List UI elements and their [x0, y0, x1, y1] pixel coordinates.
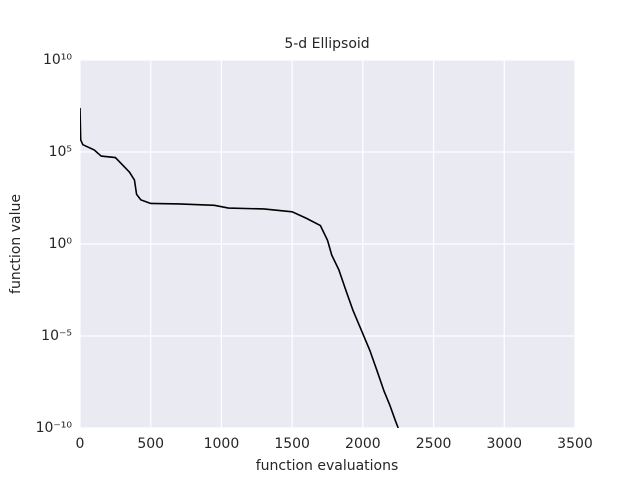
x-tick-label: 2000	[345, 436, 381, 452]
x-tick-label: 2500	[416, 436, 452, 452]
x-tick-label: 0	[76, 436, 85, 452]
y-axis-label: function value	[8, 194, 24, 294]
x-axis-label: function evaluations	[256, 458, 399, 474]
chart-title: 5-d Ellipsoid	[284, 36, 369, 52]
data-line	[80, 107, 399, 428]
y-tick-label: 10¹⁰	[43, 52, 72, 68]
x-tick-label: 3500	[557, 436, 593, 452]
x-tick-label: 1500	[274, 436, 310, 452]
x-tick-label: 500	[137, 436, 164, 452]
y-tick-label: 10⁻¹⁰	[36, 420, 73, 436]
x-tick-label: 3000	[486, 436, 522, 452]
y-tick-label: 10⁰	[49, 236, 73, 252]
y-tick-label: 10⁻⁵	[41, 328, 72, 344]
y-tick-label: 10⁵	[49, 144, 72, 160]
x-tick-label: 1000	[204, 436, 240, 452]
